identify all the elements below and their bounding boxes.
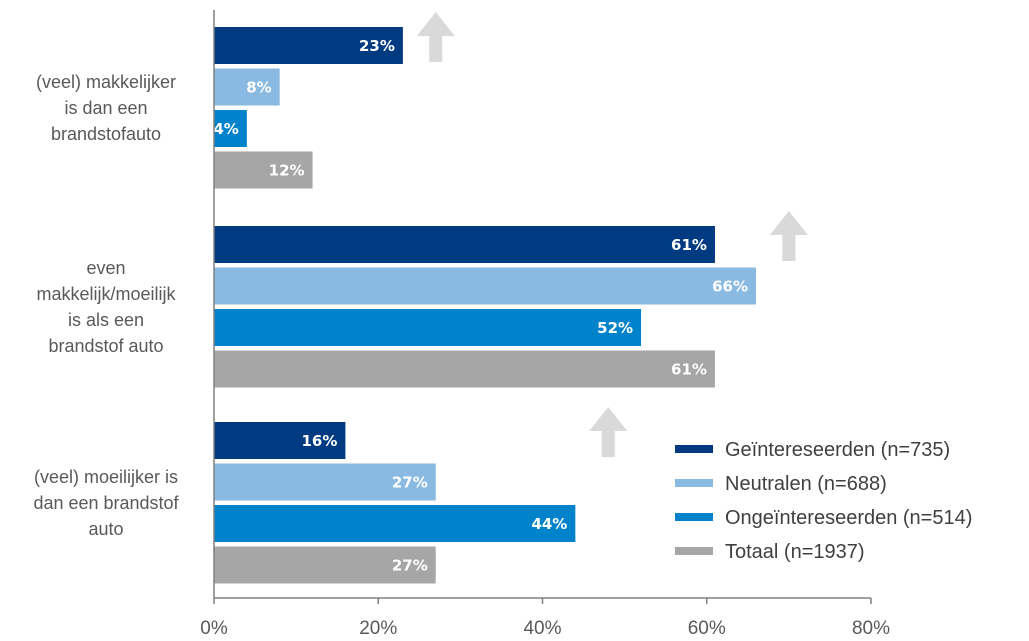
bar-data-label: 23% [359, 37, 395, 55]
bar-data-label: 61% [671, 361, 707, 379]
x-tick-label: 20% [359, 618, 397, 639]
category-label: is als een [68, 310, 144, 330]
bar [214, 422, 346, 459]
category-label: dan een brandstof [33, 493, 179, 513]
legend-swatch [675, 479, 713, 487]
bar [214, 350, 715, 388]
category-label: (veel) makkelijker [36, 72, 176, 92]
bar-data-label: 27% [392, 557, 428, 575]
x-tick-label: 40% [523, 618, 561, 639]
up-arrow-icon [589, 407, 628, 457]
bar [214, 463, 436, 501]
bar [214, 505, 576, 542]
category-label: brandstof auto [48, 336, 163, 356]
x-tick-label: 0% [200, 618, 228, 639]
bar-data-label: 27% [392, 474, 428, 492]
category-label: even [86, 258, 125, 278]
up-arrow-icon [416, 12, 455, 62]
bar-data-label: 16% [301, 432, 337, 450]
bar [214, 267, 757, 305]
category-labels: (veel) makkelijker is dan een brandstofaut… [33, 72, 179, 539]
bar [214, 68, 280, 106]
legend-swatch [675, 547, 713, 555]
bar [214, 309, 642, 346]
category-label: is dan een [64, 98, 147, 118]
bar [214, 546, 436, 584]
legend: Geïntereseerden (n=735) Neutralen (n=688)… [675, 439, 972, 563]
up-arrow-icon [769, 211, 808, 261]
category-label: brandstofauto [51, 124, 161, 144]
x-tick-label: 80% [852, 618, 890, 639]
legend-label: Geïntereseerden (n=735) [725, 439, 950, 461]
x-axis: 0% 20% 40% 60% 80% [200, 10, 890, 639]
bar-data-label: 61% [671, 236, 707, 254]
bar [214, 151, 313, 189]
bars: 23% 61% 16% 8% 66% 27% 4% 52% 44% 12% 61% 27% [213, 27, 757, 584]
arrow-annotations [416, 12, 808, 457]
bar-data-label: 66% [712, 278, 748, 296]
category-label: makkelijk/moeilijk [36, 284, 176, 304]
bar-data-label: 52% [597, 319, 633, 337]
bar [214, 110, 247, 147]
bar-data-label: 4% [213, 120, 238, 138]
legend-label: Totaal (n=1937) [725, 541, 865, 563]
bar [214, 27, 403, 64]
bar-data-label: 8% [246, 79, 271, 97]
category-label: (veel) moeilijker is [34, 467, 178, 487]
x-tick-label: 60% [688, 618, 726, 639]
bar-data-label: 44% [531, 515, 567, 533]
bar [214, 226, 715, 263]
legend-swatch [675, 445, 713, 453]
legend-label: Ongeïntereseerden (n=514) [725, 507, 972, 529]
bar-data-label: 12% [269, 162, 305, 180]
legend-label: Neutralen (n=688) [725, 473, 887, 495]
legend-swatch [675, 513, 713, 521]
category-label: auto [88, 519, 123, 539]
